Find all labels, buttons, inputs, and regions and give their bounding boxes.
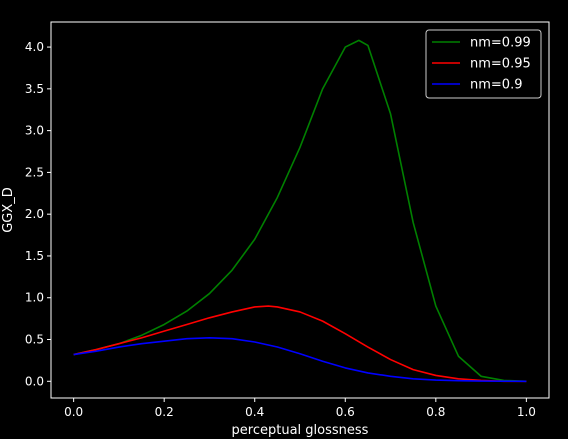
x-tick-label: 0.8 — [426, 405, 445, 419]
legend-label-3: nm=0.9 — [470, 78, 522, 93]
x-tick-label: 1.0 — [517, 405, 536, 419]
y-tick-label: 2.5 — [25, 165, 44, 179]
y-tick-label: 2.0 — [25, 207, 44, 221]
x-tick-label: 0.4 — [245, 405, 264, 419]
y-tick-label: 4.0 — [25, 40, 44, 54]
x-tick-label: 0.6 — [336, 405, 355, 419]
y-tick-label: 3.0 — [25, 124, 44, 138]
y-tick-label: 0.0 — [25, 374, 44, 388]
x-tick-label: 0.2 — [155, 405, 174, 419]
legend: nm=0.99 nm=0.95 nm=0.9 — [426, 30, 541, 98]
x-tick-label: 0.0 — [64, 405, 83, 419]
legend-label-2: nm=0.95 — [470, 57, 531, 72]
legend-label-1: nm=0.99 — [470, 36, 531, 51]
x-axis-label: perceptual glossness — [232, 423, 369, 438]
y-tick-label: 1.5 — [25, 249, 44, 263]
y-tick-label: 0.5 — [25, 333, 44, 347]
y-axis-label: GGX_D — [1, 187, 16, 233]
y-tick-label: 1.0 — [25, 291, 44, 305]
y-tick-label: 3.5 — [25, 82, 44, 96]
